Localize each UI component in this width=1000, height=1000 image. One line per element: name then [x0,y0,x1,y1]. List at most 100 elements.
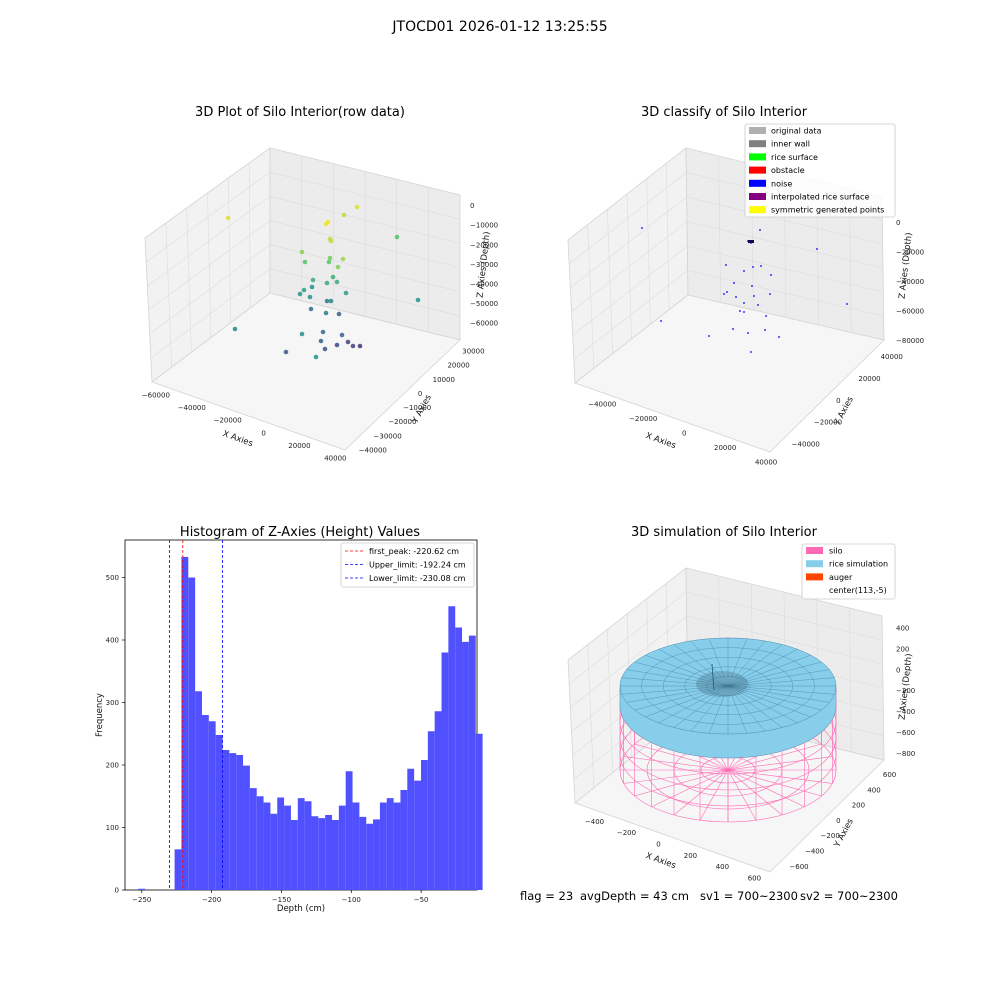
rice-mesh-line [634,661,729,687]
auger-marker [711,663,715,691]
histogram-bar [243,765,250,890]
data-point [326,259,332,265]
histogram-bar [277,797,285,890]
data-point [339,332,345,338]
tick-label: −400 [585,818,604,826]
legend-swatch [749,193,766,200]
legend-swatch [806,560,823,568]
tick-label: 200 [852,802,865,810]
rice-mesh-line [673,685,729,728]
tick-label: 40000 [324,455,346,463]
x-tick-label: −250 [132,896,151,904]
legend-label: symmetric generated points [771,206,884,215]
data-point [308,306,314,312]
tick-label: −20000 [629,415,657,423]
histogram-bar [434,711,442,890]
classify-ticks: −40000 −20000 0 20000 40000 −40000 −20000 0 2000… [588,219,924,467]
legend-swatch [806,547,823,554]
noise-point [747,332,749,334]
raw-title: 3D Plot of Silo Interior(row data) [195,105,405,120]
rice-depression [696,671,748,697]
tick-label: −40000 [359,447,387,455]
legend-swatch [749,166,766,174]
x-tick-label: −150 [272,896,291,904]
footer-sv1: sv1 = 700~2300 [700,889,798,903]
data-point [309,284,315,290]
histogram-bar [195,691,202,890]
rice-mesh-ring [706,676,750,696]
tick-label: 0 [656,841,660,849]
tick-label: −60000 [470,320,498,328]
tick-label: −60000 [142,391,170,399]
histogram-bar [201,715,209,890]
hist-x-label: Depth (cm) [277,904,325,914]
legend-label: Lower_limit: -230.08 cm [369,574,466,583]
rice-mesh-line [727,638,747,687]
data-point [320,329,326,335]
histogram-bar [386,798,394,890]
panel-histogram: Histogram of Z-Axies (Height) Values −25… [95,525,483,914]
noise-point [770,274,772,276]
rice-mesh-ring [663,657,793,715]
dense-cluster [748,240,754,243]
rice-mesh-line [658,685,729,723]
rice-mesh-line [727,649,798,687]
data-point [343,290,349,296]
noise-point [769,293,771,295]
noise-point [757,304,759,306]
legend-swatch [749,179,766,187]
raw-x-label: X Axies [221,429,254,449]
hist-title: Histogram of Z-Axies (Height) Values [180,525,420,540]
data-point [354,204,360,210]
histogram-bar [222,750,230,890]
data-point [310,277,316,283]
tick-label: −40000 [792,441,820,449]
legend-label: original data [771,127,822,136]
tick-label: −200 [896,687,915,695]
hist-lines [169,540,223,890]
histogram-bar [448,606,456,890]
tick-label: 20000 [447,362,469,370]
rice-mesh-line [709,638,729,687]
rice-mesh-line [727,685,830,703]
rice-mesh-line [727,685,766,732]
legend-label: auger [829,573,853,582]
x-tick-label: −200 [202,896,221,904]
legend-label: center(113,-5) [829,586,887,595]
histogram-bar [373,819,380,890]
rice-mesh-ring [684,666,772,706]
rice-mesh-line [727,669,830,687]
histogram-bar [208,721,216,890]
data-point [323,221,329,227]
rice-mesh-line [626,685,729,703]
sim-rice-surface [619,637,837,759]
data-point [327,255,333,261]
rice-mesh-line [727,644,783,687]
rice-mesh-line [709,685,729,734]
classify-legend: original data inner wall rice surface obsta… [744,123,896,218]
legend-label: obstacle [771,166,805,175]
histogram-bar [352,802,360,890]
tick-label: 200 [684,852,697,860]
hist-bars [138,556,483,890]
tick-label: −20000 [896,248,924,256]
raw-points [225,204,421,360]
y-tick-label: 200 [106,762,119,770]
histogram-bar [181,556,189,890]
rice-mesh-line [727,685,811,718]
rice-mesh-line [727,685,798,723]
legend-label: inner wall [771,140,810,149]
rice-mesh-line [727,685,783,728]
rice-mesh-line [727,654,811,687]
rice-mesh-line [727,640,766,687]
y-tick-label: 300 [106,699,119,707]
tick-label: 40000 [755,459,777,467]
panel-3d-simulation: 3D simulation of Silo Interior X Axies Y… [567,525,915,882]
legend-swatch [749,140,766,148]
histogram-bar [270,813,278,890]
histogram-bar [263,802,271,890]
tick-label: −400 [805,847,824,855]
rice-mesh-line [621,685,729,695]
data-point [302,259,308,265]
histogram-bar [359,816,367,890]
